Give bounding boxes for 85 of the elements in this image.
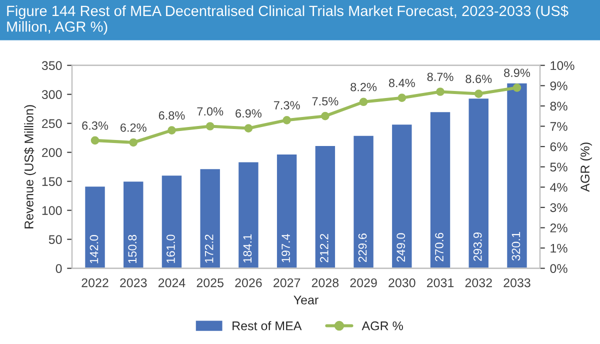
- y2-tick-label: 8%: [550, 102, 568, 111]
- data-label: 212.2: [320, 234, 328, 262]
- point: [129, 138, 138, 147]
- point: [90, 136, 100, 145]
- x-tick-label: 2031: [426, 278, 454, 288]
- data-label: 8.7%: [427, 72, 454, 82]
- y-tick-label: 200: [42, 148, 62, 157]
- bar: [352, 134, 375, 268]
- data-label: 161.0: [166, 234, 175, 263]
- bar: [429, 110, 452, 268]
- x-tick-label: 2022: [82, 278, 108, 288]
- y2-tick-label: 7%: [550, 122, 568, 131]
- y2-tick-label: 10%: [550, 61, 574, 70]
- legend-label: Rest of MEA: [232, 321, 302, 330]
- data-label: 184.1: [243, 234, 252, 262]
- point: [398, 94, 406, 102]
- point: [359, 98, 368, 106]
- point: [168, 126, 176, 134]
- data-label: 7.3%: [274, 101, 300, 110]
- data-label: 249.0: [396, 233, 406, 262]
- data-label: 7.0%: [197, 107, 224, 116]
- x-tick-label: 2023: [120, 278, 147, 288]
- x-tick-label: 2024: [158, 278, 186, 288]
- bar: [122, 180, 145, 268]
- x-tick-label: 2033: [504, 278, 530, 288]
- x-tick-label: 2027: [274, 278, 300, 288]
- bar: [390, 123, 414, 268]
- x-tick-label: 2026: [235, 278, 262, 288]
- y-tick-label: 100: [42, 206, 62, 215]
- y-tick-label: 0: [56, 264, 62, 273]
- x-tick-label: 2032: [465, 278, 492, 288]
- y-axis-title: Revenue (US$ Million): [24, 105, 36, 228]
- bar: [160, 174, 183, 268]
- chart-title: Figure 144 Rest of MEA Decentralised Clinical Trials Market Forecast, 2023-2033 (US$ Million, AGR %): [7, 5, 568, 35]
- x-tick-label: 2028: [312, 278, 339, 288]
- data-label: 8.4%: [388, 78, 415, 88]
- legend-label: AGR %: [362, 321, 403, 330]
- x-tick-label: 2030: [388, 278, 416, 288]
- x-tick-label: 2029: [350, 278, 377, 288]
- point: [282, 116, 291, 124]
- data-label: 150.8: [128, 234, 137, 264]
- data-label: 7.5%: [312, 97, 338, 106]
- data-label: 320.1: [512, 232, 520, 261]
- data-label: 270.6: [435, 232, 444, 262]
- point: [206, 122, 214, 130]
- point: [244, 124, 253, 132]
- data-label: 229.6: [358, 234, 367, 262]
- data-label: 293.9: [473, 232, 482, 261]
- y2-tick-label: 6%: [550, 142, 568, 152]
- data-label: 6.8%: [158, 111, 185, 120]
- bar: [506, 82, 528, 268]
- y2-tick-label: 5%: [550, 162, 568, 172]
- data-label: 197.4: [282, 234, 290, 262]
- data-label: 8.2%: [350, 82, 377, 92]
- bar: [276, 153, 298, 268]
- bar: [198, 168, 222, 268]
- y-tick-label: 350: [42, 61, 62, 70]
- y-tick-label: 300: [42, 90, 62, 100]
- data-label: 172.2: [204, 234, 214, 263]
- y2-tick-label: 3%: [550, 203, 568, 212]
- point: [512, 84, 522, 92]
- y2-tick-label: 1%: [550, 244, 568, 253]
- bar: [84, 185, 106, 268]
- x-axis-title: Year: [294, 296, 318, 304]
- y-tick-label: 50: [48, 235, 62, 244]
- point: [474, 90, 483, 98]
- data-label: 8.9%: [504, 68, 530, 78]
- data-label: 8.6%: [466, 74, 492, 84]
- bar: [467, 97, 490, 268]
- bar: [314, 144, 336, 268]
- y2-tick-label: 4%: [550, 182, 568, 192]
- y2-tick-label: 0%: [550, 264, 568, 273]
- data-label: 6.9%: [236, 109, 262, 118]
- bar: [237, 160, 260, 268]
- point: [436, 88, 444, 96]
- x-tick-label: 2025: [196, 278, 224, 288]
- y2-tick-label: 9%: [550, 81, 568, 90]
- data-label: 6.2%: [120, 123, 146, 132]
- y-tick-label: 250: [42, 119, 62, 128]
- data-label: 142.0: [90, 235, 98, 264]
- point: [321, 112, 330, 120]
- data-label: 6.3%: [82, 121, 108, 130]
- y2-tick-label: 2%: [550, 224, 568, 232]
- y-tick-label: 150: [42, 177, 62, 186]
- y2-axis-title: AGR (%): [580, 142, 592, 192]
